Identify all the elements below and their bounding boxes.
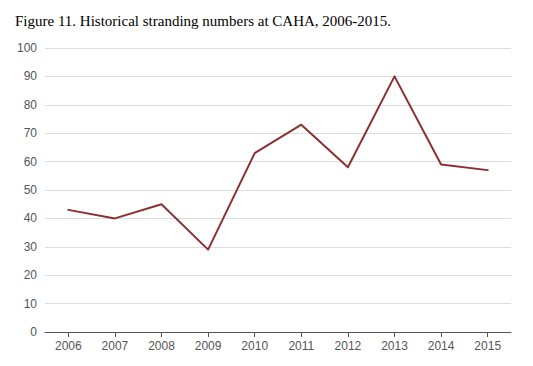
svg-text:100: 100 — [17, 41, 37, 55]
svg-text:2009: 2009 — [195, 339, 222, 353]
svg-text:2010: 2010 — [241, 339, 268, 353]
svg-text:2006: 2006 — [55, 339, 82, 353]
svg-text:Figure 11. Historical strandin: Figure 11. Historical stranding numbers … — [15, 13, 391, 29]
svg-text:50: 50 — [24, 183, 38, 197]
svg-text:2007: 2007 — [102, 339, 129, 353]
svg-text:90: 90 — [24, 69, 38, 83]
svg-text:0: 0 — [30, 325, 37, 339]
svg-text:40: 40 — [24, 211, 38, 225]
svg-text:2013: 2013 — [381, 339, 408, 353]
svg-text:10: 10 — [24, 297, 38, 311]
svg-text:2012: 2012 — [335, 339, 362, 353]
svg-text:20: 20 — [24, 268, 38, 282]
svg-text:60: 60 — [24, 155, 38, 169]
svg-text:2008: 2008 — [148, 339, 175, 353]
svg-text:2014: 2014 — [428, 339, 455, 353]
svg-text:2015: 2015 — [474, 339, 501, 353]
svg-text:2011: 2011 — [288, 339, 314, 353]
svg-text:30: 30 — [24, 240, 38, 254]
svg-text:80: 80 — [24, 98, 38, 112]
svg-text:70: 70 — [24, 126, 38, 140]
